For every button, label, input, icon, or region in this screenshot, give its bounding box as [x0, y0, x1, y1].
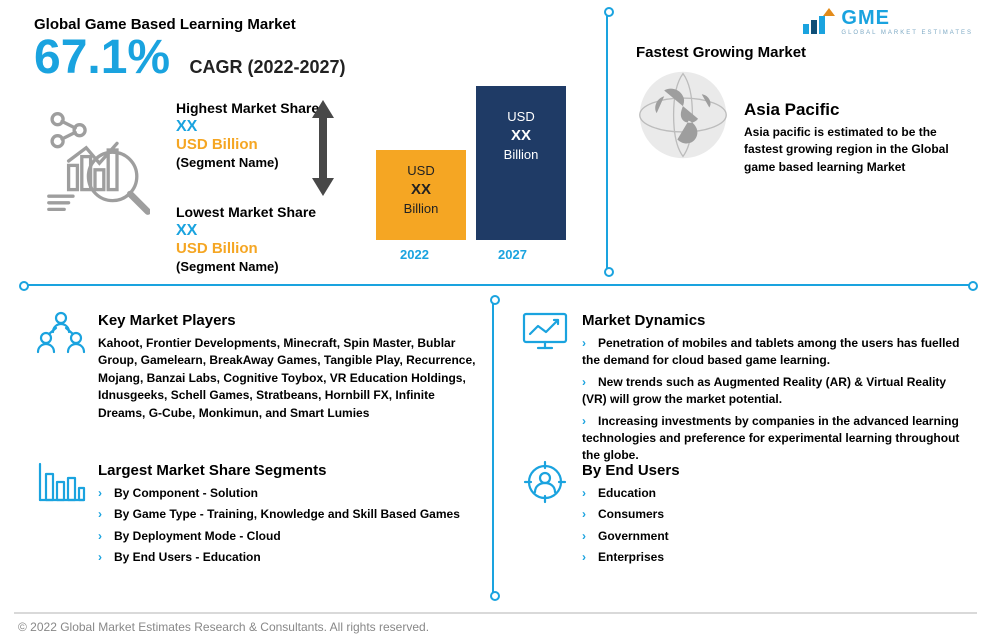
- highest-lowest-column: Highest Market Share XX USD Billion (Seg…: [176, 100, 319, 308]
- quad-largest-title: Largest Market Share Segments: [98, 460, 476, 479]
- cagr-suffix: CAGR (2022-2027): [189, 57, 345, 77]
- gme-logo-subtitle: GLOBAL MARKET ESTIMATES: [841, 30, 973, 36]
- quad-dynamics-title: Market Dynamics: [582, 310, 960, 329]
- quad-key-players: Key Market Players Kahoot, Frontier Deve…: [36, 310, 476, 422]
- quad-dynamics-list: ›Penetration of mobiles and tablets amon…: [582, 335, 960, 465]
- cagr-percent: 67.1%: [34, 31, 170, 84]
- lowest-xx: XX: [176, 222, 319, 240]
- quad-largest-segments: Largest Market Share Segments ›By Compon…: [36, 460, 476, 571]
- bar-2022-xx: XX: [376, 180, 466, 200]
- footer-rule: [14, 612, 977, 614]
- target-user-icon: [520, 460, 570, 504]
- lowest-usd: USD Billion: [176, 240, 319, 257]
- quad-end-users: By End Users ›Education ›Consumers ›Govern…: [520, 460, 960, 571]
- arrow-up-icon: [312, 100, 334, 118]
- globe-icon: [636, 68, 730, 162]
- lowest-block: Lowest Market Share XX USD Billion (Segm…: [176, 204, 319, 274]
- quad-key-players-title: Key Market Players: [98, 310, 476, 329]
- gme-logo-text: GME: [841, 8, 890, 28]
- bar-2022: USD XX Billion: [376, 150, 466, 240]
- highest-title: Highest Market Share: [176, 100, 319, 116]
- fastest-title: Fastest Growing Market: [636, 44, 806, 61]
- gme-logo: GME GLOBAL MARKET ESTIMATES: [803, 8, 973, 36]
- list-item: ›Increasing investments by companies in …: [582, 413, 960, 465]
- divider-horizontal: [24, 284, 973, 286]
- bar-year-2027: 2027: [498, 247, 527, 262]
- fastest-region: Asia Pacific: [744, 100, 839, 120]
- list-item: ›By End Users - Education: [98, 549, 476, 566]
- quad-largest-list: ›By Component - Solution ›By Game Type - …: [98, 485, 476, 567]
- divider-vertical-top: [606, 12, 608, 272]
- bar-2027-xx: XX: [476, 126, 566, 146]
- bar-2022-billion: Billion: [376, 200, 466, 218]
- footer-copyright: © 2022 Global Market Estimates Research …: [18, 620, 429, 634]
- highest-segment: (Segment Name): [176, 155, 319, 170]
- analytics-icon: [40, 106, 150, 216]
- highest-xx: XX: [176, 118, 319, 136]
- lowest-segment: (Segment Name): [176, 259, 319, 274]
- people-network-icon: [36, 310, 86, 354]
- highest-usd: USD Billion: [176, 136, 319, 153]
- market-size-barchart: USD XX Billion USD XX Billion 2022 2027: [360, 86, 570, 262]
- list-item: ›By Deployment Mode - Cloud: [98, 528, 476, 545]
- divider-vertical-bottom: [492, 300, 494, 596]
- list-item: ›Enterprises: [582, 549, 960, 566]
- gme-logo-icon: [803, 10, 835, 34]
- arrow-down-icon: [312, 178, 334, 196]
- fastest-subtext: Asia pacific is estimated to be the fast…: [744, 124, 974, 176]
- quad-market-dynamics: Market Dynamics ›Penetration of mobiles …: [520, 310, 960, 469]
- bar-2022-label: USD XX Billion: [376, 162, 466, 217]
- list-item: ›Penetration of mobiles and tablets amon…: [582, 335, 960, 370]
- list-item: ›Education: [582, 485, 960, 502]
- bar-year-2022: 2022: [400, 247, 429, 262]
- list-item: ›By Component - Solution: [98, 485, 476, 502]
- quad-endusers-title: By End Users: [582, 460, 960, 479]
- list-item: ›Consumers: [582, 506, 960, 523]
- bar-2027: USD XX Billion: [476, 86, 566, 240]
- bar-2027-billion: Billion: [476, 146, 566, 164]
- cagr-value: 67.1% CAGR (2022-2027): [34, 30, 346, 85]
- bar-2022-usd: USD: [376, 162, 466, 180]
- list-item: ›Government: [582, 528, 960, 545]
- bar-2027-label: USD XX Billion: [476, 108, 566, 163]
- lowest-title: Lowest Market Share: [176, 204, 319, 220]
- quad-endusers-list: ›Education ›Consumers ›Government ›Enterpri…: [582, 485, 960, 567]
- bar-2027-usd: USD: [476, 108, 566, 126]
- monitor-trend-icon: [520, 310, 570, 354]
- list-item: ›By Game Type - Training, Knowledge and …: [98, 506, 476, 523]
- bar-chart-icon: [36, 460, 86, 504]
- list-item: ›New trends such as Augmented Reality (A…: [582, 374, 960, 409]
- highest-block: Highest Market Share XX USD Billion (Seg…: [176, 100, 319, 170]
- quad-key-players-body: Kahoot, Frontier Developments, Minecraft…: [98, 335, 476, 422]
